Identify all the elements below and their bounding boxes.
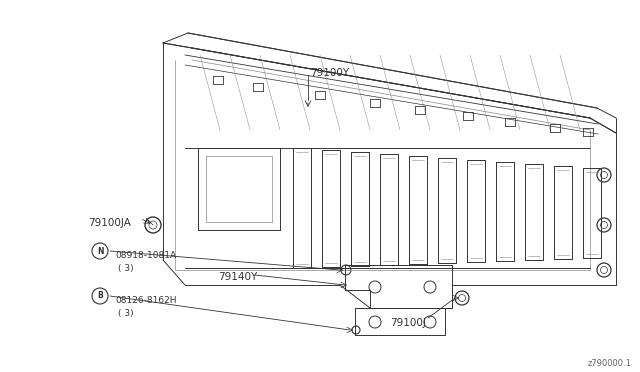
Text: 79100Y: 79100Y — [310, 68, 349, 78]
Text: 79140Y: 79140Y — [218, 272, 257, 282]
Text: 08918-1081A: 08918-1081A — [115, 251, 176, 260]
Text: z790000.1: z790000.1 — [588, 359, 632, 368]
Text: 79100J: 79100J — [390, 318, 426, 328]
Text: B: B — [97, 292, 103, 301]
Text: ( 3): ( 3) — [118, 309, 134, 318]
Text: 79100JA: 79100JA — [88, 218, 131, 228]
Text: N: N — [97, 247, 103, 256]
Text: ( 3): ( 3) — [118, 264, 134, 273]
Text: 08126-8162H: 08126-8162H — [115, 296, 177, 305]
